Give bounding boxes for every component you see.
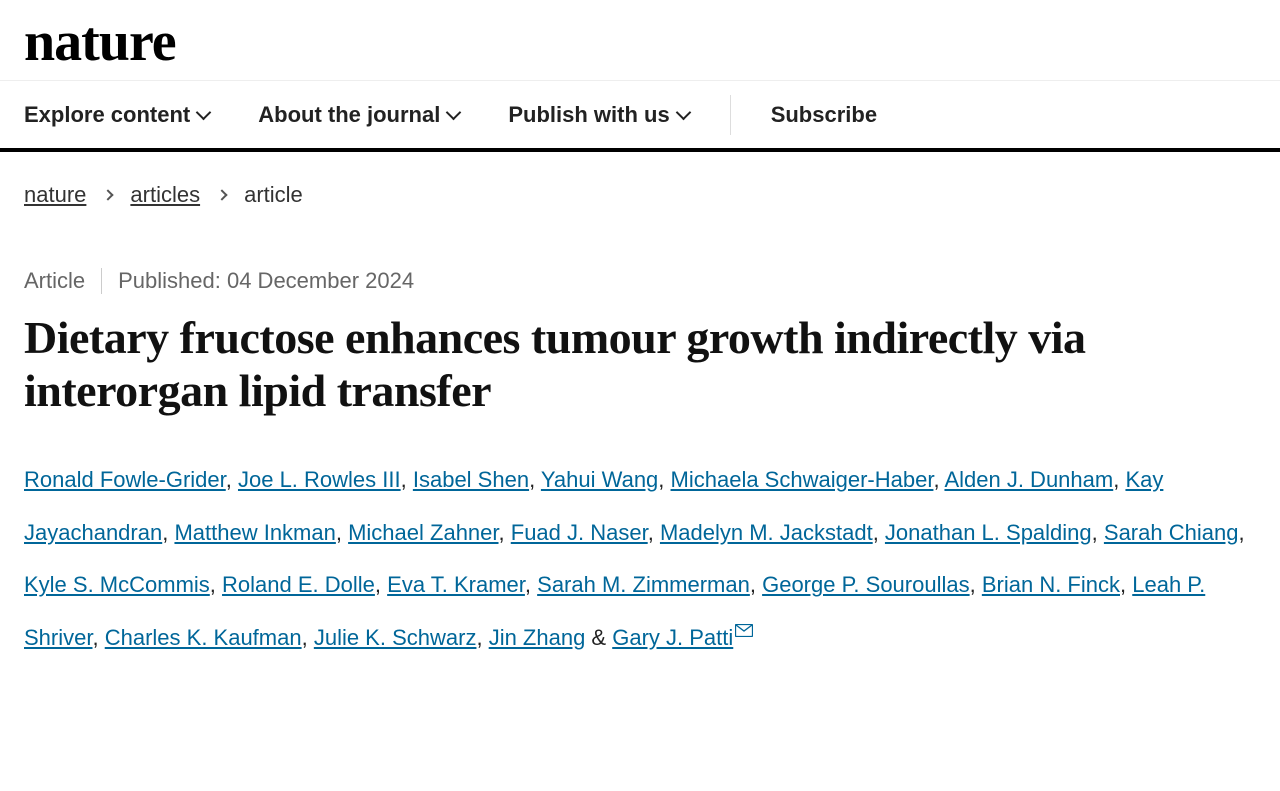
author-separator: , <box>1120 572 1132 597</box>
author-link[interactable]: Roland E. Dolle <box>222 572 375 597</box>
author-separator: , <box>375 572 387 597</box>
author-link[interactable]: Madelyn M. Jackstadt <box>660 520 873 545</box>
article-meta: Article Published: 04 December 2024 <box>24 268 1256 294</box>
chevron-down-icon <box>198 107 210 119</box>
nav-explore-content[interactable]: Explore content <box>24 102 210 128</box>
author-separator: , <box>970 572 982 597</box>
author-separator: , <box>162 520 174 545</box>
nav-explore-label: Explore content <box>24 102 190 128</box>
author-link[interactable]: Brian N. Finck <box>982 572 1120 597</box>
article-published-date: Published: 04 December 2024 <box>118 268 414 294</box>
author-link[interactable]: Isabel Shen <box>413 467 529 492</box>
mail-icon[interactable] <box>735 624 753 637</box>
author-list: Ronald Fowle-Grider, Joe L. Rowles III, … <box>24 454 1256 665</box>
nav-subscribe-label: Subscribe <box>771 102 877 128</box>
breadcrumb-current: article <box>244 182 303 208</box>
article-content: nature articles article Article Publishe… <box>0 152 1280 695</box>
author-separator: , <box>529 467 541 492</box>
author-separator: , <box>658 467 670 492</box>
author-separator: , <box>226 467 238 492</box>
chevron-right-icon <box>103 189 114 200</box>
chevron-right-icon <box>216 189 227 200</box>
author-link[interactable]: Jonathan L. Spalding <box>885 520 1092 545</box>
breadcrumb: nature articles article <box>24 182 1256 208</box>
author-separator: , <box>210 572 222 597</box>
author-separator: , <box>873 520 885 545</box>
author-link[interactable]: Michael Zahner <box>348 520 498 545</box>
meta-divider <box>101 268 102 294</box>
author-separator: , <box>302 625 314 650</box>
author-separator: , <box>750 572 762 597</box>
author-link[interactable]: Kyle S. McCommis <box>24 572 210 597</box>
author-link[interactable]: Charles K. Kaufman <box>105 625 302 650</box>
author-separator: , <box>1092 520 1104 545</box>
breadcrumb-root[interactable]: nature <box>24 182 86 208</box>
author-separator: , <box>648 520 660 545</box>
author-link[interactable]: Yahui Wang <box>541 467 658 492</box>
author-link[interactable]: Michaela Schwaiger-Haber <box>671 467 934 492</box>
author-separator: , <box>1238 520 1244 545</box>
nature-logo[interactable]: nature <box>24 10 1256 74</box>
author-link[interactable]: Jin Zhang <box>489 625 586 650</box>
author-separator: , <box>401 467 413 492</box>
article-type: Article <box>24 268 85 294</box>
nav-divider <box>730 95 731 135</box>
author-link[interactable]: Ronald Fowle-Grider <box>24 467 226 492</box>
author-link[interactable]: Sarah M. Zimmerman <box>537 572 750 597</box>
nav-about-journal[interactable]: About the journal <box>258 102 460 128</box>
author-separator: , <box>92 625 104 650</box>
author-link[interactable]: Fuad J. Naser <box>511 520 648 545</box>
author-link[interactable]: Joe L. Rowles III <box>238 467 401 492</box>
chevron-down-icon <box>678 107 690 119</box>
author-separator: , <box>336 520 348 545</box>
author-link[interactable]: Gary J. Patti <box>612 625 733 650</box>
author-separator: , <box>933 467 944 492</box>
author-separator: , <box>476 625 488 650</box>
nav-about-label: About the journal <box>258 102 440 128</box>
article-title: Dietary fructose enhances tumour growth … <box>24 312 1224 418</box>
author-separator: & <box>585 625 612 650</box>
nav-publish-with-us[interactable]: Publish with us <box>508 102 689 128</box>
author-link[interactable]: George P. Souroullas <box>762 572 970 597</box>
author-separator: , <box>525 572 537 597</box>
nav-subscribe[interactable]: Subscribe <box>771 102 877 128</box>
chevron-down-icon <box>448 107 460 119</box>
author-link[interactable]: Alden J. Dunham <box>944 467 1113 492</box>
author-link[interactable]: Sarah Chiang <box>1104 520 1239 545</box>
author-separator: , <box>1113 467 1125 492</box>
nav-publish-label: Publish with us <box>508 102 669 128</box>
author-link[interactable]: Eva T. Kramer <box>387 572 525 597</box>
author-link[interactable]: Matthew Inkman <box>174 520 335 545</box>
breadcrumb-section[interactable]: articles <box>130 182 200 208</box>
logo-bar: nature <box>0 0 1280 80</box>
main-nav: Explore content About the journal Publis… <box>0 80 1280 152</box>
author-link[interactable]: Julie K. Schwarz <box>314 625 477 650</box>
author-separator: , <box>499 520 511 545</box>
